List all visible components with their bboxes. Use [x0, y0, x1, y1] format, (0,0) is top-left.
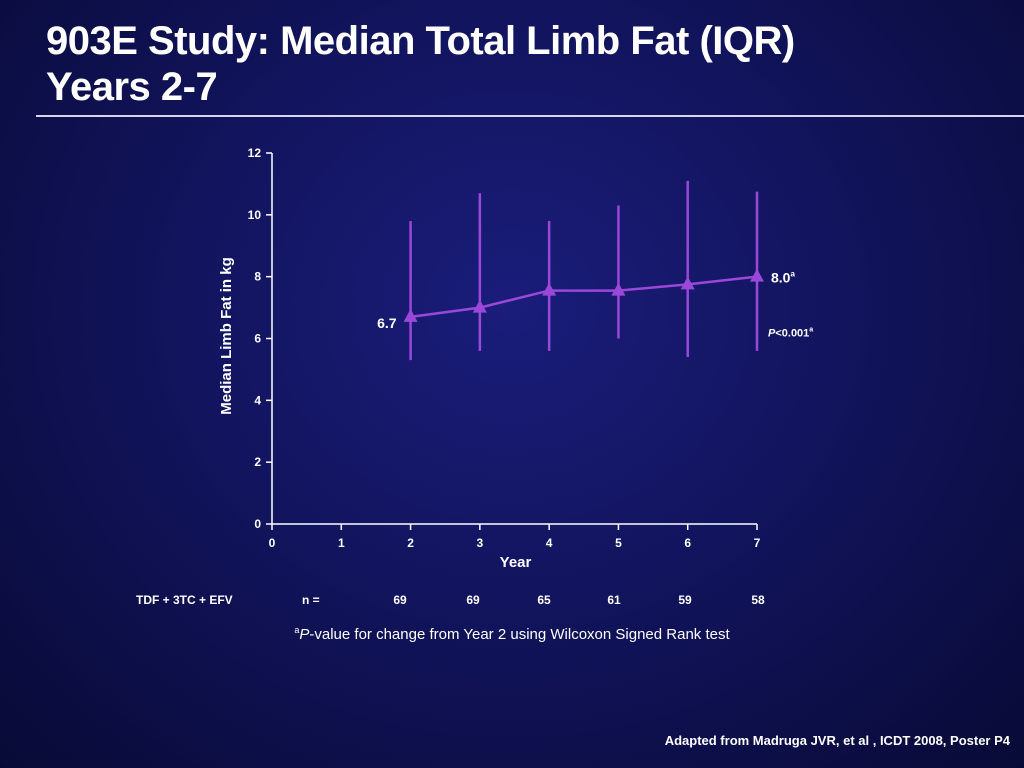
median-line — [410, 275, 758, 319]
x-tick-label: 3 — [477, 536, 484, 550]
title-line-2: Years 2-7 — [46, 65, 218, 109]
annotation-p-value: P<0.001a — [768, 327, 813, 340]
median-point — [472, 299, 487, 313]
y-tick-label: 8 — [254, 270, 261, 284]
footnote-p: P — [299, 626, 310, 643]
y-tick-label: 4 — [254, 393, 261, 407]
y-tick-label: 6 — [254, 332, 261, 346]
y-tick-label: 12 — [248, 146, 262, 160]
footnote-text: -value for change from Year 2 using Wilc… — [309, 626, 730, 643]
n-value: 59 — [678, 593, 692, 607]
title-line-1: 903E Study: Median Total Limb Fat (IQR) — [46, 19, 795, 63]
n-value: 69 — [466, 593, 480, 607]
x-tick-label: 0 — [269, 536, 276, 550]
median-point — [542, 282, 557, 296]
median-point — [403, 308, 418, 322]
n-value: 58 — [751, 593, 765, 607]
y-tick-label: 2 — [254, 455, 261, 469]
median-point — [750, 268, 764, 282]
n-value: 69 — [393, 593, 407, 607]
source-citation: Adapted from Madruga JVR, et al , ICDT 2… — [664, 733, 1010, 748]
y-tick-label: 10 — [248, 208, 262, 222]
median-point — [611, 282, 626, 296]
n-label: n = — [302, 593, 320, 607]
footnote: aP-value for change from Year 2 using Wi… — [0, 625, 1024, 643]
y-axis-label: Median Limb Fat in kg — [218, 257, 235, 415]
footnote-marker: a — [294, 625, 300, 635]
group-label: TDF + 3TC + EFV — [136, 593, 233, 607]
median-point — [680, 276, 695, 290]
n-value: 65 — [537, 593, 551, 607]
x-tick-label: 7 — [754, 536, 761, 550]
x-axis-label: Year — [500, 554, 532, 571]
x-tick-label: 4 — [546, 536, 553, 550]
x-tick-label: 2 — [407, 536, 414, 550]
x-tick-label: 6 — [684, 536, 691, 550]
x-tick-label: 1 — [338, 536, 345, 550]
title-divider — [36, 115, 1024, 117]
slide-title: 903E Study: Median Total Limb Fat (IQR) … — [46, 18, 795, 110]
n-value: 61 — [607, 593, 621, 607]
annotation-start-value: 6.7 — [377, 315, 397, 331]
annotation-end-value: 8.0a — [771, 270, 795, 286]
y-tick-label: 0 — [254, 517, 261, 531]
x-tick-label: 5 — [615, 536, 622, 550]
